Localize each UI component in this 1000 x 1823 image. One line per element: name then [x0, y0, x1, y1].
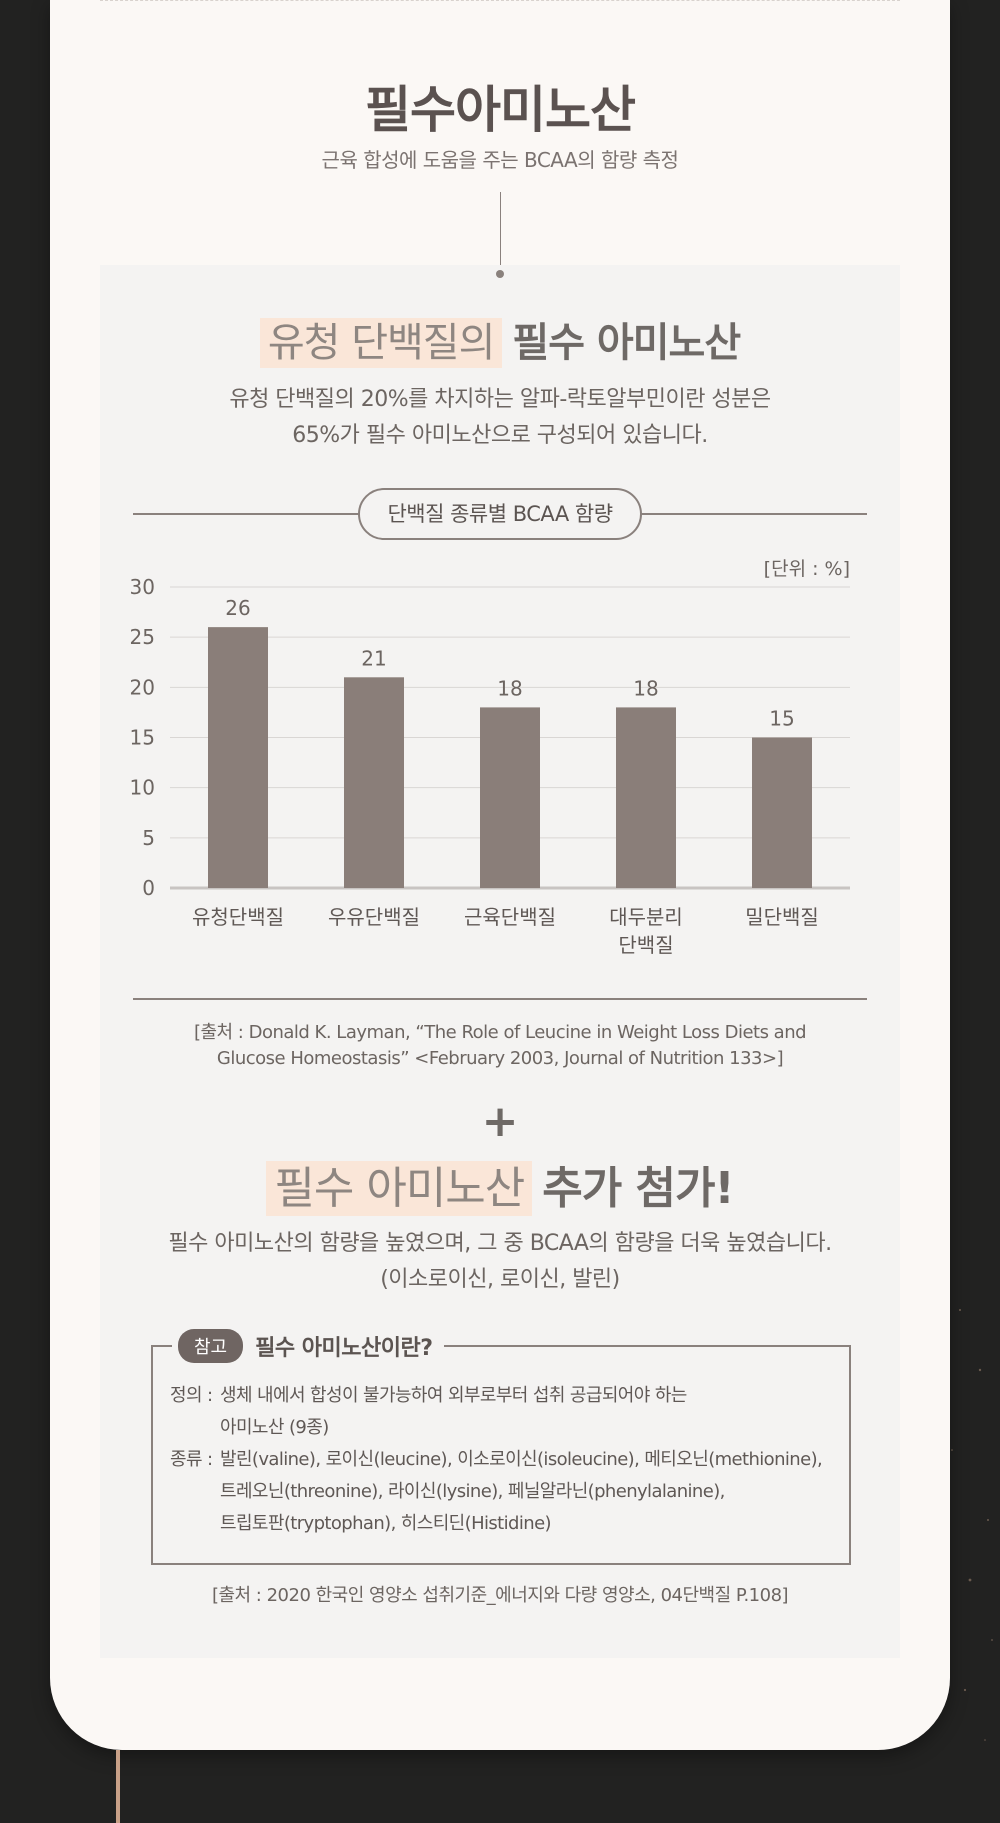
added-description: 필수 아미노산의 함량을 높였으며, 그 중 BCAA의 함량을 더욱 높였습니…	[0, 1226, 1000, 1298]
section-title-highlight: 유청 단백질의	[259, 318, 503, 368]
definition-label: 정의 :	[170, 1385, 213, 1406]
definition-line2: 아미노산 (9종)	[220, 1417, 329, 1438]
kinds-line1: 발린(valine), 로이신(leucine), 이소로이신(isoleuci…	[220, 1449, 823, 1470]
bar-value-label: 21	[361, 646, 386, 670]
section-title: 유청 단백질의 필수 아미노산	[0, 310, 1000, 368]
x-category-label: 밀단백질	[745, 905, 819, 929]
section-description-line2: 65%가 필수 아미노산으로 구성되어 있습니다.	[292, 423, 708, 448]
y-tick-label: 20	[130, 675, 155, 699]
chart-unit-label: [단위 : %]	[763, 558, 850, 580]
section-description: 유청 단백질의 20%를 차지하는 알파-락토알부민이란 성분은 65%가 필수…	[0, 382, 1000, 454]
x-category-label: 유청단백질	[192, 905, 284, 929]
source-citation-1: [출처 : Donald K. Layman, “The Role of Leu…	[0, 1020, 1000, 1072]
y-tick-label: 10	[130, 776, 155, 800]
added-description-line2: (이소로이신, 로이신, 발린)	[380, 1267, 620, 1292]
bar	[480, 707, 540, 888]
added-title-highlight: 필수 아미노산	[266, 1161, 533, 1216]
bar	[616, 707, 676, 888]
y-tick-label: 5	[142, 826, 155, 850]
chart-title-pill: 단백질 종류별 BCAA 함량	[358, 488, 642, 540]
source-citation-2: [출처 : 2020 한국인 영양소 섭취기준_에너지와 다량 영양소, 04단…	[211, 1585, 789, 1606]
kinds-label: 종류 :	[170, 1449, 213, 1470]
reference-title: 필수 아미노산이란?	[255, 1336, 433, 1361]
kinds-line2: 트레오닌(threonine), 라이신(lysine), 페닐알라닌(phen…	[220, 1481, 725, 1502]
y-tick-label: 0	[142, 876, 155, 900]
section-title-strong: 필수 아미노산	[512, 320, 741, 366]
added-title-strong: 추가 첨가!	[542, 1163, 734, 1214]
y-tick-label: 15	[130, 726, 155, 750]
section-description-line1: 유청 단백질의 20%를 차지하는 알파-락토알부민이란 성분은	[229, 387, 771, 412]
definition-row: 정의 : 생체 내에서 합성이 불가능하여 외부로부터 섭취 공급되어야 하는 …	[170, 1380, 840, 1444]
top-divider	[100, 0, 900, 1]
reference-body: 정의 : 생체 내에서 합성이 불가능하여 외부로부터 섭취 공급되어야 하는 …	[170, 1380, 840, 1540]
source-divider	[133, 998, 867, 1000]
added-title: 필수 아미노산 추가 첨가!	[0, 1152, 1000, 1216]
source-citation-1-line1: [출처 : Donald K. Layman, “The Role of Leu…	[193, 1022, 807, 1043]
connector-dot	[496, 270, 504, 278]
bar-value-label: 18	[497, 676, 522, 700]
bar-value-label: 18	[633, 676, 658, 700]
reference-badge: 참고	[178, 1329, 244, 1363]
reference-header: 참고 필수 아미노산이란?	[172, 1326, 445, 1366]
connector-line	[500, 192, 501, 274]
decorative-gold-line	[116, 1750, 120, 1823]
kinds-text: 발린(valine), 로이신(leucine), 이소로이신(isoleuci…	[220, 1444, 840, 1540]
kinds-line3: 트립토판(tryptophan), 히스티딘(Histidine)	[220, 1513, 552, 1534]
y-tick-label: 30	[130, 575, 155, 599]
x-category-label: 대두분리	[609, 905, 683, 929]
reference-box	[151, 1345, 851, 1565]
page-title: 필수아미노산	[365, 81, 636, 139]
kinds-row: 종류 : 발린(valine), 로이신(leucine), 이소로이신(iso…	[170, 1444, 840, 1540]
x-category-label: 단백질	[618, 933, 673, 957]
x-category-label: 근육단백질	[464, 905, 556, 929]
y-tick-label: 25	[130, 625, 155, 649]
plus-icon: +	[481, 1096, 519, 1147]
bar-value-label: 26	[225, 596, 250, 620]
definition-line1: 생체 내에서 합성이 불가능하여 외부로부터 섭취 공급되어야 하는	[220, 1385, 687, 1406]
bar	[208, 627, 268, 888]
bcaa-bar-chart: 0 5 10 15 20 25 30 26 유청단백질 21 우유단백질 18 근육단백질 18 대두분리단…	[130, 575, 850, 957]
x-category-label: 우유단백질	[328, 905, 420, 929]
page-subtitle: 근육 합성에 도움을 주는 BCAA의 함량 측정	[321, 148, 679, 172]
bar	[752, 737, 812, 888]
bar	[344, 677, 404, 888]
definition-text: 생체 내에서 합성이 불가능하여 외부로부터 섭취 공급되어야 하는 아미노산 …	[220, 1380, 840, 1444]
bar-value-label: 15	[769, 707, 794, 731]
source-citation-1-line2: Glucose Homeostasis” <February 2003, Jou…	[216, 1048, 784, 1069]
background-specks	[951, 1309, 993, 1741]
added-description-line1: 필수 아미노산의 함량을 높였으며, 그 중 BCAA의 함량을 더욱 높였습니…	[168, 1231, 832, 1256]
